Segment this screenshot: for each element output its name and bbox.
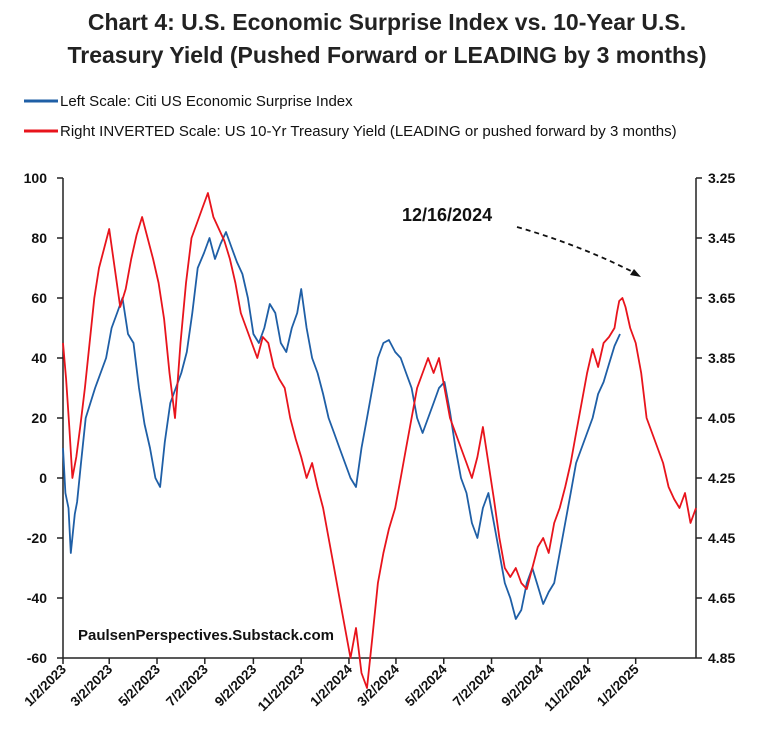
x-tick-label: 5/2/2023 (115, 661, 163, 709)
left-y-axis-ticks: 100 80 60 40 20 0 -20 -40 -60 (24, 170, 63, 666)
right-y-tick-label: 4.25 (708, 470, 735, 486)
right-y-tick-label: 3.25 (708, 170, 735, 186)
x-tick-label: 1/2/2024 (307, 661, 355, 709)
annotation-arrowhead (630, 269, 641, 277)
right-y-tick-label: 4.05 (708, 410, 735, 426)
left-y-tick-label: 0 (39, 470, 47, 486)
source-credit: PaulsenPerspectives.Substack.com (78, 627, 334, 644)
legend: Left Scale: Citi US Economic Surprise In… (24, 93, 677, 140)
right-y-tick-label: 4.85 (708, 650, 735, 666)
legend-label-surprise-index: Left Scale: Citi US Economic Surprise In… (60, 93, 353, 110)
right-y-tick-label: 3.65 (708, 290, 735, 306)
series-group (62, 192, 697, 689)
chart-title-line-1: Chart 4: U.S. Economic Surprise Index vs… (88, 9, 686, 35)
x-tick-label: 7/2/2024 (450, 661, 498, 709)
legend-label-treasury-yield: Right INVERTED Scale: US 10-Yr Treasury … (60, 123, 677, 140)
left-y-tick-label: -20 (27, 530, 47, 546)
x-tick-label: 7/2/2023 (163, 661, 211, 709)
annotation-arrow (516, 226, 638, 275)
annotation-group: 12/16/2024 PaulsenPerspectives.Substack.… (78, 205, 641, 644)
x-tick-label: 9/2/2023 (212, 661, 260, 709)
axes (62, 178, 697, 659)
surprise-index-line (62, 231, 621, 620)
left-y-tick-label: -40 (27, 590, 47, 606)
x-tick-label: 11/2/2023 (255, 661, 308, 714)
right-y-tick-label: 3.85 (708, 350, 735, 366)
right-y-tick-label: 3.45 (708, 230, 735, 246)
x-tick-label: 9/2/2024 (498, 661, 546, 709)
left-y-tick-label: 100 (24, 170, 48, 186)
x-tick-label: 5/2/2024 (402, 661, 450, 709)
x-tick-label: 1/2/2025 (594, 661, 642, 709)
x-tick-label: 3/2/2023 (68, 661, 116, 709)
left-y-tick-label: -60 (27, 650, 47, 666)
left-y-tick-label: 60 (31, 290, 47, 306)
x-tick-label: 1/2/2023 (21, 661, 69, 709)
left-y-tick-label: 40 (31, 350, 47, 366)
chart-title-line-2: Treasury Yield (Pushed Forward or LEADIN… (67, 42, 706, 68)
annotation-date-label: 12/16/2024 (402, 205, 492, 225)
left-y-tick-label: 80 (31, 230, 47, 246)
x-tick-label: 11/2/2024 (541, 661, 594, 714)
chart-title: Chart 4: U.S. Economic Surprise Index vs… (67, 9, 706, 68)
treasury-yield-line (62, 192, 697, 689)
right-y-tick-label: 4.65 (708, 590, 735, 606)
left-y-tick-label: 20 (31, 410, 47, 426)
right-y-axis-ticks: 3.25 3.45 3.65 3.85 4.05 4.25 4.45 4.65 4.85 (696, 170, 735, 666)
right-y-tick-label: 4.45 (708, 530, 735, 546)
